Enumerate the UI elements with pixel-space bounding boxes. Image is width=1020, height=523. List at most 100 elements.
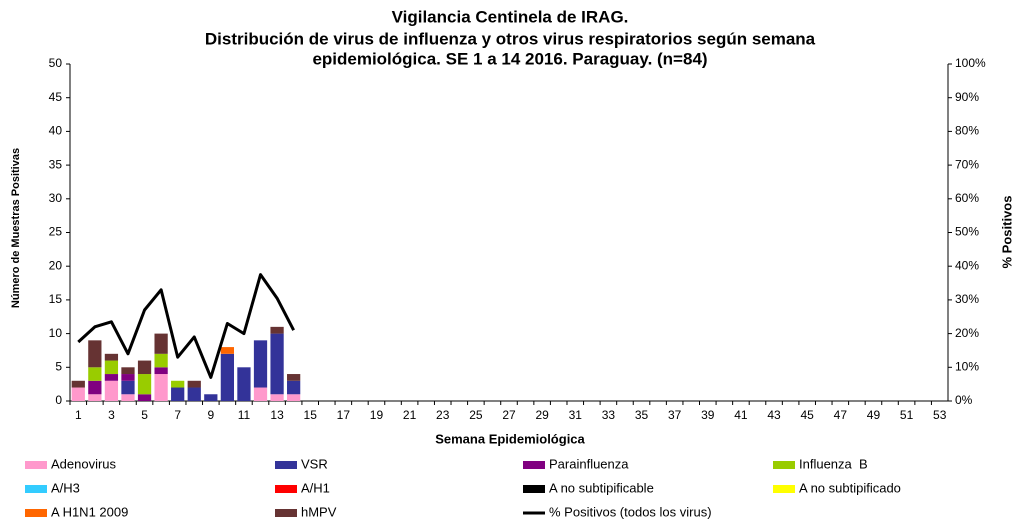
legend-swatch xyxy=(275,461,297,469)
x-tick-label: 41 xyxy=(734,408,748,422)
bar-segment xyxy=(137,374,152,395)
bar-segment xyxy=(171,387,185,401)
x-tick-label: 9 xyxy=(207,408,214,422)
legend-label: A no subtipificado xyxy=(799,480,901,495)
x-axis-title: Semana Epidemiológica xyxy=(435,431,585,446)
x-tick-label: 13 xyxy=(270,408,284,422)
legend-swatch xyxy=(25,461,47,469)
bar-segment xyxy=(171,380,185,388)
bar-segment xyxy=(104,360,119,375)
y2-axis-title: % Positivos xyxy=(999,196,1014,269)
x-tick-label: 3 xyxy=(108,408,115,422)
x-tick-label: 31 xyxy=(569,408,583,422)
bar-segment xyxy=(287,374,301,381)
legend-label: A no subtipificable xyxy=(549,480,654,495)
bar-segment xyxy=(187,380,201,388)
y2-tick-label: 10% xyxy=(955,359,979,373)
legend-label: hMPV xyxy=(301,504,337,519)
y-tick-label: 20 xyxy=(49,258,63,272)
bar-segment xyxy=(71,380,85,388)
bar-segment xyxy=(104,353,119,361)
x-tick-label: 15 xyxy=(304,408,318,422)
x-tick-label: 35 xyxy=(635,408,649,422)
legend-swatch xyxy=(773,485,795,493)
bar-segment xyxy=(121,374,135,381)
legend-label: Parainfluenza xyxy=(549,456,629,471)
y-tick-label: 45 xyxy=(49,90,63,104)
legend-swatch xyxy=(25,509,47,517)
x-tick-label: 47 xyxy=(834,408,848,422)
x-tick-label: 23 xyxy=(436,408,450,422)
legend-swatch xyxy=(523,485,545,493)
y-tick-label: 50 xyxy=(49,56,63,70)
x-tick-label: 21 xyxy=(403,408,417,422)
x-tick-label: 45 xyxy=(801,408,815,422)
bar-segment xyxy=(270,333,284,395)
x-tick-label: 29 xyxy=(535,408,549,422)
chart-title: Distribución de virus de influenza y otr… xyxy=(205,29,816,48)
y2-tick-label: 90% xyxy=(955,90,979,104)
y2-tick-label: 60% xyxy=(955,191,979,205)
legend-swatch xyxy=(773,461,795,469)
bar-segment xyxy=(253,387,268,401)
legend-label: % Positivos (todos los virus) xyxy=(549,504,712,519)
y2-tick-label: 80% xyxy=(955,124,979,138)
x-tick-label: 17 xyxy=(337,408,351,422)
bar-segment xyxy=(88,394,102,401)
chart-title: epidemiológica. SE 1 a 14 2016. Paraguay… xyxy=(312,49,707,68)
legend-label: A H1N1 2009 xyxy=(51,504,128,519)
x-tick-label: 43 xyxy=(767,408,781,422)
x-tick-label: 53 xyxy=(933,408,947,422)
x-tick-label: 51 xyxy=(900,408,914,422)
x-tick-label: 33 xyxy=(602,408,616,422)
legend-label: Adenovirus xyxy=(51,456,117,471)
y-tick-label: 15 xyxy=(49,292,63,306)
y-tick-label: 25 xyxy=(49,225,63,239)
x-tick-label: 49 xyxy=(867,408,881,422)
bar-segment xyxy=(287,394,301,401)
y-tick-label: 30 xyxy=(49,191,63,205)
bar-segment xyxy=(88,340,102,368)
x-tick-label: 19 xyxy=(370,408,384,422)
y-tick-label: 5 xyxy=(55,359,62,373)
y2-tick-label: 40% xyxy=(955,258,979,272)
x-tick-label: 25 xyxy=(469,408,483,422)
y-tick-label: 40 xyxy=(49,124,63,138)
chart-title: Vigilancia Centinela de IRAG. xyxy=(392,7,629,26)
bar-segment xyxy=(270,394,284,401)
line xyxy=(77,273,295,379)
legend-swatch xyxy=(275,485,297,493)
x-tick-label: 11 xyxy=(238,408,251,422)
bar-segment xyxy=(220,347,235,354)
y-tick-label: 0 xyxy=(55,393,62,407)
bar-segment xyxy=(204,394,218,401)
x-tick-label: 7 xyxy=(174,408,181,422)
y2-tick-label: 0% xyxy=(955,393,973,407)
legend-swatch xyxy=(25,485,47,493)
x-tick-label: 37 xyxy=(668,408,682,422)
legend-label: A/H3 xyxy=(51,480,80,495)
y2-tick-label: 70% xyxy=(955,157,979,171)
y2-tick-label: 20% xyxy=(955,326,979,340)
y-tick-label: 35 xyxy=(49,157,63,171)
bar-segment xyxy=(154,353,168,368)
bar-segment xyxy=(154,367,168,375)
bar-segment xyxy=(121,394,135,401)
bar-segment xyxy=(121,367,135,375)
bar-segment xyxy=(253,340,268,388)
legend-swatch xyxy=(523,461,545,469)
x-tick-label: 27 xyxy=(502,408,516,422)
bar-segment xyxy=(71,387,85,401)
y-axis-title: Número de Muestras Positivas xyxy=(10,148,22,308)
bar-segment xyxy=(88,380,102,395)
legend-swatch xyxy=(275,509,297,517)
x-tick-label: 1 xyxy=(75,408,82,422)
bar-segment xyxy=(237,367,251,401)
bar-segment xyxy=(137,360,152,375)
bar-segment xyxy=(137,394,152,401)
bar-segment xyxy=(88,367,102,381)
y2-tick-label: 100% xyxy=(955,56,986,70)
bar-segment xyxy=(154,374,168,401)
x-tick-label: 39 xyxy=(701,408,715,422)
